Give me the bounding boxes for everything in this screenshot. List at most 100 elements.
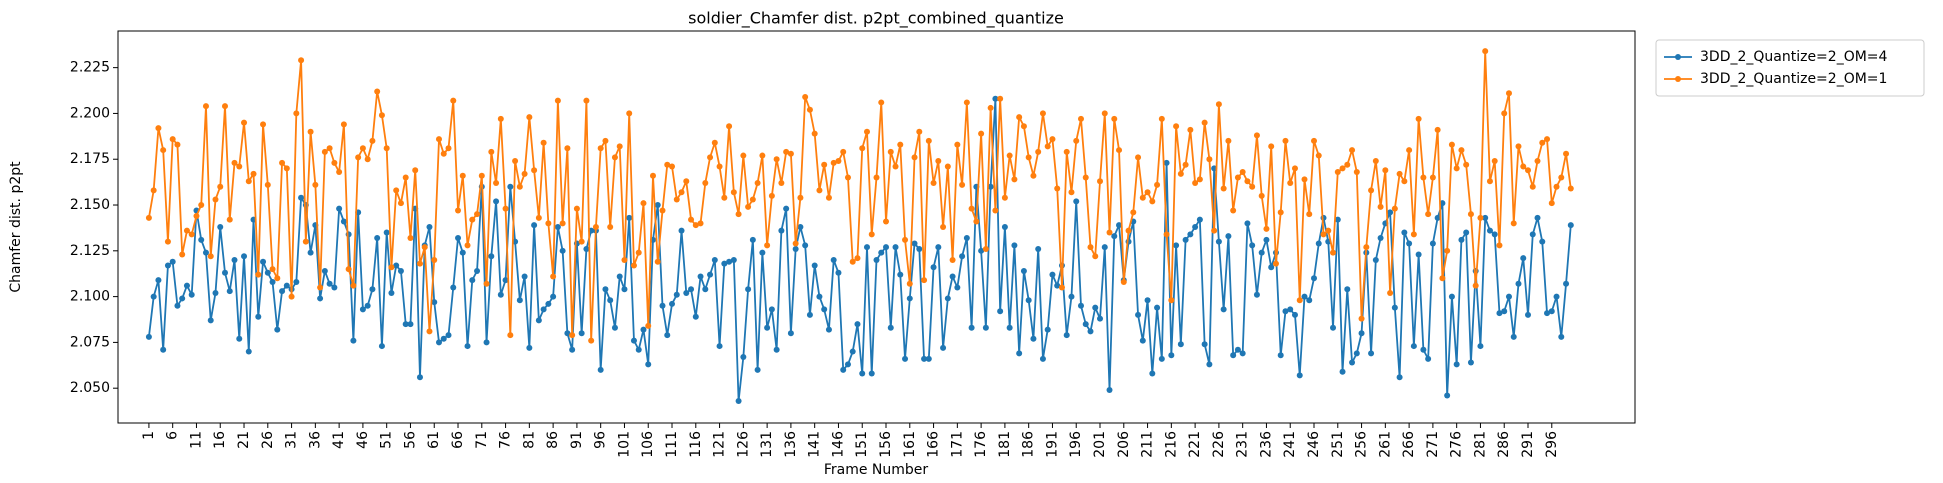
x-tick-label: 96 [593, 431, 609, 449]
plot-frame [117, 30, 1636, 424]
data-point [1049, 136, 1056, 143]
data-point [169, 136, 176, 143]
data-point [621, 286, 628, 293]
data-point [1139, 337, 1146, 344]
data-point [1496, 242, 1503, 249]
data-point [1553, 293, 1560, 300]
data-point [783, 205, 790, 212]
data-point [802, 93, 809, 100]
data-point [649, 172, 656, 179]
data-point [336, 169, 343, 176]
data-point [1035, 148, 1042, 155]
data-point [307, 249, 314, 256]
data-point [198, 236, 205, 243]
data-point [469, 216, 476, 223]
data-point [688, 216, 695, 223]
x-tick-label: 271 [1425, 431, 1441, 458]
data-point [1249, 183, 1256, 190]
data-point [1482, 214, 1489, 221]
data-point [1529, 231, 1536, 238]
y-tick-label: 2.225 [70, 60, 110, 76]
data-point [298, 57, 305, 64]
data-point [878, 99, 885, 106]
data-point [474, 267, 481, 274]
data-point [274, 275, 281, 282]
data-point [1272, 260, 1279, 267]
data-point [859, 370, 866, 377]
data-point [1525, 311, 1532, 318]
data-point [293, 278, 300, 285]
data-point [1510, 220, 1517, 227]
data-point [802, 242, 809, 249]
data-point [854, 255, 861, 262]
data-point [1154, 304, 1161, 311]
data-point [597, 366, 604, 373]
data-point [378, 112, 385, 119]
data-point [707, 271, 714, 278]
data-point [1558, 333, 1565, 340]
data-point [1330, 249, 1337, 256]
data-point [502, 277, 509, 284]
data-point [1282, 308, 1289, 315]
data-point [383, 145, 390, 152]
data-point [797, 224, 804, 230]
data-point [583, 97, 590, 104]
data-point [825, 194, 832, 201]
data-point [844, 174, 851, 181]
data-point [1539, 139, 1546, 146]
data-point [1534, 158, 1541, 165]
data-point [1001, 224, 1008, 230]
data-point [1353, 350, 1360, 357]
data-point [1087, 328, 1094, 335]
data-point [1234, 346, 1241, 353]
data-point [1054, 185, 1061, 192]
data-point [745, 203, 752, 210]
data-point [1253, 291, 1260, 298]
data-point [583, 245, 590, 252]
data-point [1025, 297, 1032, 304]
data-point [1548, 308, 1555, 315]
data-point [1482, 48, 1489, 55]
data-point [892, 163, 899, 170]
x-tick-label: 31 [284, 431, 300, 449]
data-point [264, 181, 271, 188]
data-point [540, 139, 547, 146]
data-point [830, 256, 837, 263]
data-point [1225, 137, 1232, 144]
data-point [1458, 236, 1465, 243]
data-point [1268, 143, 1275, 150]
data-point [1472, 282, 1479, 289]
data-point [887, 324, 894, 331]
data-point [678, 189, 685, 196]
legend-box [1655, 39, 1925, 97]
data-point [1035, 245, 1042, 252]
data-point [664, 332, 671, 339]
data-point [1144, 297, 1151, 304]
data-point [811, 262, 818, 269]
x-tick-label: 286 [1496, 431, 1512, 458]
data-point [669, 300, 676, 307]
data-point [464, 343, 471, 350]
data-point [1486, 227, 1493, 234]
data-point [982, 245, 989, 252]
data-point [1520, 255, 1527, 262]
data-point [997, 308, 1004, 315]
data-point [326, 145, 333, 152]
data-point [397, 267, 404, 274]
x-tick-label: 81 [521, 431, 537, 449]
data-point [1301, 293, 1308, 300]
data-point [497, 115, 504, 122]
data-point [1263, 236, 1270, 243]
data-point [1349, 359, 1356, 366]
data-point [816, 293, 823, 300]
data-point [402, 174, 409, 181]
data-point [1187, 231, 1194, 238]
x-tick-label: 61 [426, 431, 442, 449]
data-point [221, 269, 228, 276]
data-point [383, 229, 390, 236]
data-point [1401, 178, 1408, 185]
data-point [1215, 238, 1222, 245]
data-point [1287, 180, 1294, 187]
data-point [1368, 187, 1375, 194]
